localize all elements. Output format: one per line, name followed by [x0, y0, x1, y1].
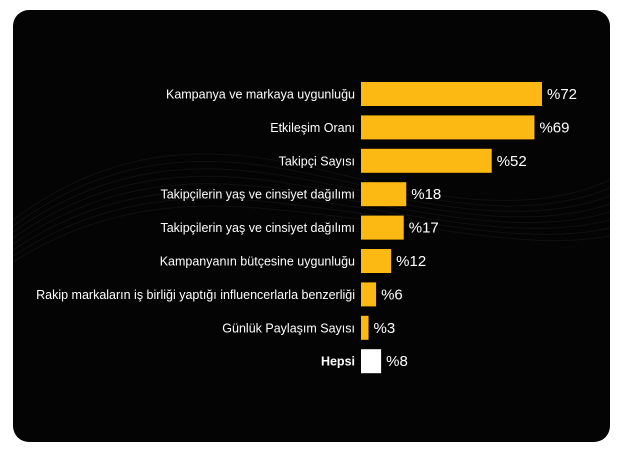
bar — [361, 282, 377, 307]
background-wave-decoration — [13, 153, 610, 263]
value-label: %3 — [374, 320, 396, 337]
category-label: Günlük Paylaşım Sayısı — [222, 321, 355, 335]
value-label: %69 — [539, 119, 569, 136]
category-label: Takipçilerin yaş ve cinsiyet dağılımı — [160, 221, 355, 235]
category-label: Takipçilerin yaş ve cinsiyet dağılımı — [160, 188, 355, 202]
bar — [361, 82, 542, 106]
bar — [361, 115, 535, 140]
bar — [361, 215, 404, 240]
value-label: %6 — [381, 286, 403, 303]
value-label: %8 — [386, 353, 408, 370]
bar — [361, 249, 392, 273]
bar — [361, 182, 407, 207]
category-label: Etkileşim Oranı — [270, 121, 355, 135]
value-label: %72 — [547, 86, 577, 103]
bar — [361, 148, 492, 173]
value-label: %17 — [409, 220, 439, 237]
category-label: Takipçi Sayısı — [279, 154, 355, 168]
category-label: Kampanyanın bütçesine uygunluğu — [160, 255, 355, 269]
value-label: %18 — [411, 186, 441, 203]
category-label: Hepsi — [321, 355, 355, 369]
bar — [361, 315, 369, 340]
category-label: Rakip markaların iş birliği yaptığı infl… — [36, 288, 355, 302]
value-label: %12 — [396, 253, 426, 270]
bar — [361, 349, 382, 374]
category-label: Kampanya ve markaya uygunluğu — [166, 88, 355, 102]
value-label: %52 — [497, 153, 527, 170]
